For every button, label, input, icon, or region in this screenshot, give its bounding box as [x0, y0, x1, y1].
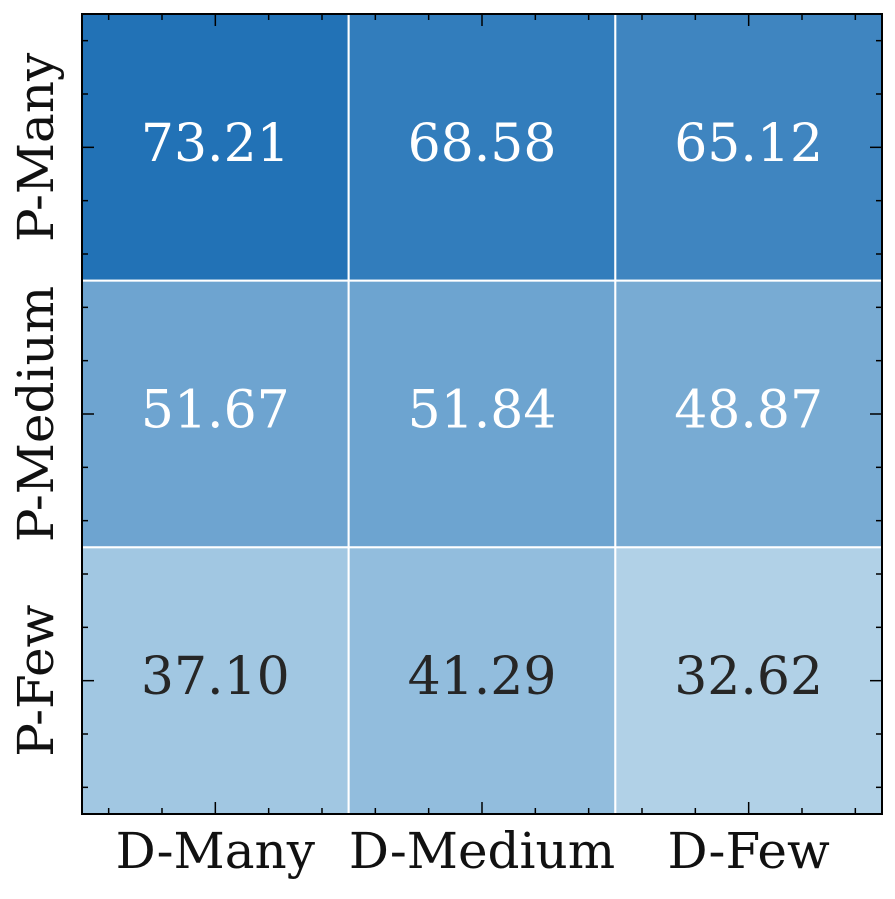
y-tick-label: P-Many	[7, 52, 65, 242]
x-tick-label: D-Many	[116, 822, 316, 880]
cell-label: 37.10	[141, 647, 290, 707]
cell-label: 73.21	[141, 114, 290, 174]
y-tick-label: P-Medium	[7, 286, 65, 542]
cell	[347, 546, 617, 815]
cell	[614, 279, 883, 549]
cell-label: 32.62	[674, 647, 823, 707]
cell-label: 51.67	[141, 381, 290, 441]
cell-label: 48.87	[674, 381, 823, 441]
cell	[81, 279, 350, 549]
cell	[347, 279, 617, 549]
x-tick-label: D-Few	[668, 822, 830, 880]
x-tick-label: D-Medium	[349, 822, 615, 880]
y-tick-label: P-Few	[7, 604, 65, 756]
cell-label: 65.12	[674, 114, 823, 174]
cell	[81, 13, 350, 282]
cell-label: 51.84	[408, 381, 557, 441]
cell-label: 68.58	[408, 114, 557, 174]
cell	[347, 13, 617, 282]
cell-label: 41.29	[408, 647, 557, 707]
